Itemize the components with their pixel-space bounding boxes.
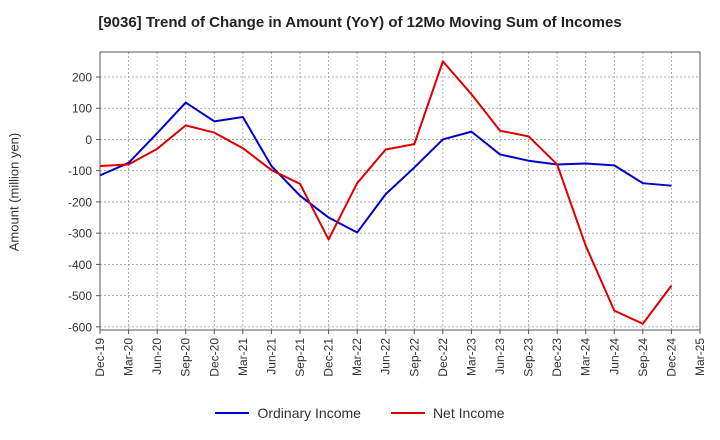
legend-label-net-income: Net Income	[432, 405, 505, 421]
y-tick-label: -200	[68, 195, 92, 209]
y-tick-label: 0	[85, 133, 92, 147]
x-tick-label: Jun-20	[150, 338, 164, 375]
legend-swatch-net-income	[390, 412, 425, 414]
legend-label-ordinary-income: Ordinary Income	[257, 405, 361, 421]
y-tick-label: -100	[68, 164, 92, 178]
x-tick-label: Dec-20	[207, 338, 221, 377]
x-tick-label: Jun-23	[493, 338, 507, 375]
y-tick-label: -400	[68, 258, 92, 272]
x-tick-label: Sep-23	[522, 338, 536, 377]
axes-layer	[96, 51, 701, 334]
legend-item-net-income: Net Income	[390, 405, 505, 421]
y-tick-label: 200	[72, 70, 92, 84]
x-tick-label: Dec-24	[664, 338, 678, 377]
x-tick-label: Jun-21	[264, 338, 278, 375]
x-tick-label: Mar-22	[350, 338, 364, 376]
x-tick-label: Mar-20	[122, 338, 136, 376]
x-tick-label: Dec-21	[322, 338, 336, 377]
x-tick-label: Dec-19	[93, 338, 107, 377]
x-tick-label: Sep-21	[293, 338, 307, 377]
x-tick-label: Mar-25	[693, 338, 707, 376]
x-tick-label: Jun-22	[379, 338, 393, 375]
series-layer	[99, 60, 673, 325]
x-tick-label: Sep-22	[407, 338, 421, 377]
x-tick-label: Mar-24	[579, 338, 593, 376]
x-tick-label: Dec-22	[436, 338, 450, 377]
legend-item-ordinary-income: Ordinary Income	[215, 405, 361, 421]
x-tick-label: Sep-20	[179, 338, 193, 377]
x-tick-label: Mar-23	[464, 338, 478, 376]
x-tick-label: Dec-23	[550, 338, 564, 377]
y-tick-label: 100	[72, 102, 92, 116]
y-tick-label: -300	[68, 227, 92, 241]
chart-title: [9036] Trend of Change in Amount (YoY) o…	[98, 14, 622, 31]
plot-frame	[99, 51, 701, 331]
legend-swatch-ordinary-income	[215, 412, 250, 414]
x-tick-label: Mar-21	[236, 338, 250, 376]
legend: Ordinary Income Net Income	[0, 405, 720, 421]
y-tick-label: -500	[68, 289, 92, 303]
x-tick-label: Sep-24	[636, 338, 650, 377]
x-tick-label: Jun-24	[607, 338, 621, 375]
grid-layer	[99, 52, 701, 330]
y-tick-label: -600	[68, 320, 92, 334]
